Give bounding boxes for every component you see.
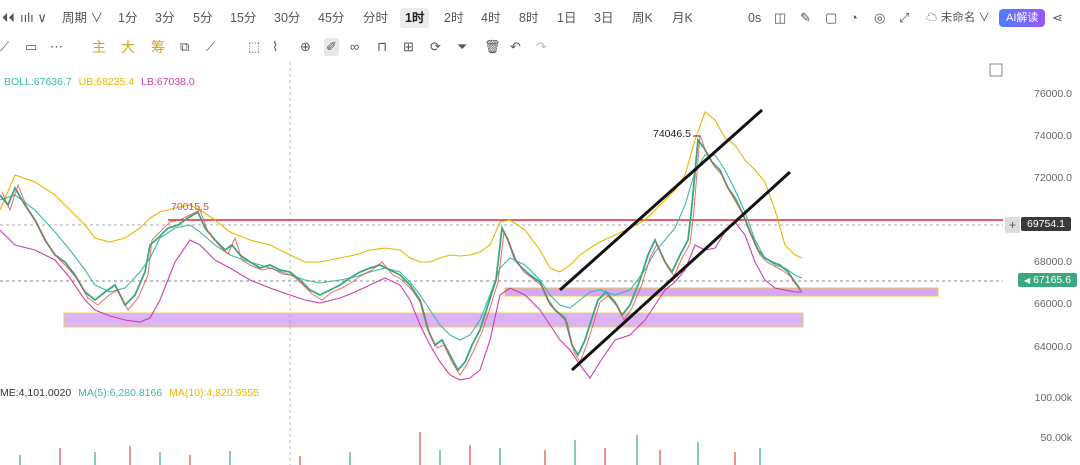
comment-icon[interactable]: ▢ — [825, 10, 838, 25]
left-high-label: 70015.5 — [171, 201, 209, 213]
add-alert-button[interactable]: + — [1005, 217, 1020, 233]
interval-month[interactable]: 月K — [672, 11, 693, 25]
interval-week[interactable]: 周K — [632, 11, 653, 25]
drawing-toolbar: ⟋ ▭ ⋯ 主 大 筹 ⧉ ⟋ ⬚ ⌇ ⊕ ✐ ∞ ⊓ ⊞ ⟳ ⏷ 🗑 ↶ ↷ — [0, 36, 1080, 58]
volume-axis-50k: 50.00k — [1040, 432, 1072, 444]
support-zone-low — [63, 312, 804, 328]
high-price-label: 74046.5 — [653, 128, 691, 140]
axis-label-76000: 76000.0 — [1034, 88, 1072, 100]
volume-bars — [19, 432, 761, 465]
interval-1h[interactable]: 1时 — [400, 8, 430, 28]
big-order-tool[interactable]: 大 — [121, 39, 135, 55]
channel-lower-line — [570, 170, 792, 372]
top-toolbar: ⏴⏴ ıılı ∨ 周期 ∨ 1分 3分 5分 15分 30分 45分 分时 1… — [0, 0, 1080, 36]
collapse-icon[interactable]: ⏴⏴ — [2, 10, 15, 25]
ma10-value: MA(10):4,820.9555 — [169, 387, 260, 399]
axis-label-72000: 72000.0 — [1034, 172, 1072, 184]
interval-3m[interactable]: 3分 — [155, 11, 175, 25]
workspace-dropdown[interactable]: ☁ 未命名 ∨ — [926, 12, 990, 24]
interval-45m[interactable]: 45分 — [318, 11, 345, 25]
trash-icon[interactable]: 🗑 — [484, 39, 501, 54]
volume-axis-100k: 100.00k — [1034, 392, 1072, 404]
interval-4h[interactable]: 4时 — [481, 11, 501, 25]
axis-label-68000: 68000.0 — [1034, 256, 1072, 268]
interval-2h[interactable]: 2时 — [444, 11, 464, 25]
boll-legend[interactable]: BOLL:67636.7 UB:68235.4 LB:67038.0 — [4, 76, 195, 88]
magnet-icon[interactable]: ⟋ — [206, 39, 216, 54]
rotate-icon[interactable]: ⟳ — [430, 39, 441, 54]
refresh-seconds[interactable]: 0s — [748, 11, 762, 25]
boll-upper-line — [0, 111, 803, 273]
channel-upper-line — [559, 108, 763, 292]
boll-ub-value: UB:68235.4 — [78, 76, 135, 88]
interval-8h[interactable]: 8时 — [519, 11, 539, 25]
rectangle-tool-icon[interactable]: ▭ — [25, 39, 38, 54]
fullscreen-icon[interactable]: ⤢ — [899, 10, 910, 25]
ruler-icon[interactable]: ⌇ — [272, 39, 279, 54]
resistance-price-tag: 69754.1 — [1021, 217, 1071, 231]
interval-1m[interactable]: 1分 — [118, 11, 138, 25]
link-icon[interactable]: ∞ — [350, 39, 360, 54]
current-price-value: 67165.6 — [1033, 274, 1072, 286]
settings-icon[interactable]: ◎ — [874, 10, 886, 25]
alarm-icon[interactable]: ◔ — [850, 10, 858, 25]
workspace-name: 未命名 — [940, 12, 976, 24]
period-dropdown[interactable]: 周期 ∨ — [62, 11, 103, 25]
filter-icon[interactable]: ⏷ — [457, 39, 468, 54]
layers-icon[interactable]: ⊞ — [403, 39, 414, 54]
undo-icon[interactable]: ↶ — [510, 39, 521, 54]
interval-3d[interactable]: 3日 — [594, 11, 614, 25]
select-icon[interactable]: ⬚ — [248, 39, 261, 54]
lock-icon[interactable]: ⊓ — [377, 39, 388, 54]
axis-label-66000: 66000.0 — [1034, 298, 1072, 310]
camera-icon[interactable]: ◫ — [774, 10, 787, 25]
edit-square-icon[interactable]: ⧉ — [180, 39, 190, 54]
interval-1d[interactable]: 1日 — [557, 11, 577, 25]
interval-timeline[interactable]: 分时 — [363, 11, 389, 25]
pencil-icon[interactable]: ✎ — [800, 10, 811, 25]
period-label: 周期 — [62, 11, 88, 25]
candle-wicks — [1, 134, 803, 376]
interval-5m[interactable]: 5分 — [193, 11, 213, 25]
zoom-icon[interactable]: ⊕ — [300, 39, 311, 54]
main-chart-tool[interactable]: 主 — [92, 39, 106, 55]
candlesticks — [0, 134, 803, 376]
vol-me-value: ME:4,101.0020 — [0, 387, 72, 399]
share-icon[interactable]: ⋖ — [1052, 10, 1063, 25]
price-tag-arrow-icon: ◀ — [1024, 276, 1031, 285]
redo-icon[interactable]: ↷ — [536, 39, 547, 54]
chip-tool[interactable]: 筹 — [151, 39, 165, 55]
current-price-tag: ◀ 67165.6 — [1018, 273, 1078, 287]
line-tool-icon[interactable]: ⟋ — [0, 39, 10, 54]
ai-analysis-button[interactable]: AI解读 — [999, 9, 1046, 27]
interval-30m[interactable]: 30分 — [274, 11, 301, 25]
candle-type-icon[interactable]: ıılı ∨ — [20, 10, 47, 25]
boll-value: BOLL:67636.7 — [4, 76, 72, 88]
volume-legend[interactable]: ME:4,101.0020 MA(5):6,280.8166 MA(10):4,… — [0, 387, 259, 399]
boll-lb-value: LB:67038.0 — [141, 76, 195, 88]
axis-label-74000: 74000.0 — [1034, 130, 1072, 142]
interval-15m[interactable]: 15分 — [230, 11, 257, 25]
candle-trace — [0, 137, 801, 372]
ma5-value: MA(5):6,280.8166 — [78, 387, 163, 399]
more-icon[interactable]: ⋯ — [50, 39, 63, 54]
support-zone-high — [504, 287, 939, 297]
boll-lower-line — [0, 221, 802, 381]
axis-label-64000: 64000.0 — [1034, 341, 1072, 353]
brush-icon[interactable]: ✐ — [324, 38, 339, 56]
fit-screen-icon — [989, 63, 1003, 77]
